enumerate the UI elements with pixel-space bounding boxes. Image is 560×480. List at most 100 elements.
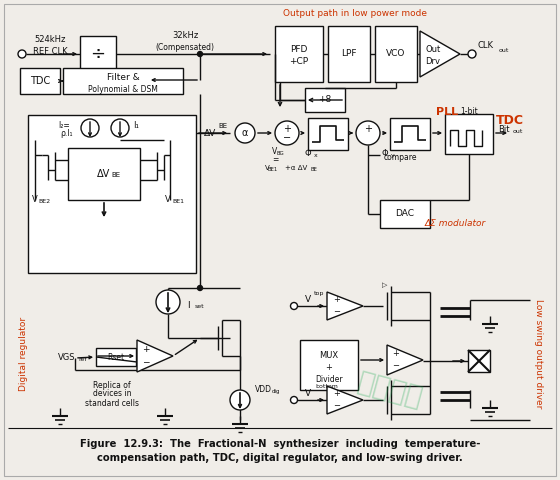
Polygon shape [420, 31, 460, 77]
Circle shape [291, 396, 297, 404]
Text: CLK: CLK [478, 41, 494, 50]
Text: PLL: PLL [436, 107, 458, 117]
Text: V: V [32, 195, 38, 204]
Bar [445, 114, 493, 154]
Text: Replica of: Replica of [93, 381, 131, 389]
Text: ▷: ▷ [382, 282, 388, 288]
Text: LPF: LPF [341, 49, 357, 59]
Text: VGS: VGS [58, 353, 76, 362]
Polygon shape [387, 345, 423, 375]
Text: BE1: BE1 [172, 199, 184, 204]
Text: ref: ref [78, 357, 86, 362]
Text: −: − [334, 401, 340, 410]
Text: compensation path, TDC, digital regulator, and low-swing driver.: compensation path, TDC, digital regulato… [97, 453, 463, 463]
Text: TDC: TDC [30, 76, 50, 86]
Text: +CP: +CP [290, 58, 309, 67]
Text: Figure  12.9.3:  The  Fractional-N  synthesizer  including  temperature-: Figure 12.9.3: The Fractional-N synthesi… [80, 439, 480, 449]
Text: α: α [242, 128, 248, 138]
Text: ΔΣ modulator: ΔΣ modulator [424, 219, 486, 228]
Text: TDC: TDC [496, 113, 524, 127]
Text: set: set [195, 304, 204, 309]
Text: Low swing output driver: Low swing output driver [534, 300, 543, 408]
Text: (Compensated): (Compensated) [156, 44, 214, 52]
Text: Φ: Φ [382, 149, 388, 158]
Bar [20, 68, 60, 94]
Circle shape [291, 302, 297, 310]
Bar [305, 88, 345, 112]
Text: +: + [283, 124, 291, 134]
Text: I₁: I₁ [133, 120, 139, 130]
Text: I: I [187, 300, 190, 310]
Text: devices in: devices in [93, 389, 131, 398]
Text: Digital regulator: Digital regulator [20, 317, 29, 391]
Circle shape [468, 50, 476, 58]
Text: BG: BG [276, 151, 284, 156]
Text: Out: Out [426, 46, 441, 55]
Polygon shape [137, 340, 173, 372]
Bar [68, 148, 140, 200]
Text: +: + [393, 349, 399, 359]
Text: out: out [513, 129, 524, 134]
Circle shape [81, 119, 99, 137]
Text: ΔV: ΔV [97, 169, 111, 179]
Text: +: + [364, 124, 372, 134]
Bar [28, 115, 196, 273]
Text: −: − [393, 361, 399, 371]
Text: 524kHz: 524kHz [34, 36, 66, 45]
Circle shape [275, 121, 299, 145]
Text: +8: +8 [319, 96, 332, 105]
Circle shape [230, 390, 250, 410]
Bar [468, 350, 490, 372]
Text: bottom: bottom [315, 384, 338, 389]
Bar [18, 288, 276, 420]
Bar [300, 340, 358, 390]
Text: +: + [334, 296, 340, 304]
Text: VCO: VCO [386, 49, 405, 59]
Text: =: = [272, 156, 278, 165]
Text: top: top [314, 291, 324, 296]
Text: Polynomial & DSM: Polynomial & DSM [88, 84, 158, 94]
Text: ΔV: ΔV [204, 129, 216, 137]
Text: V: V [272, 147, 277, 156]
Text: 1-bit: 1-bit [460, 108, 478, 117]
Circle shape [156, 290, 180, 314]
Text: REF CLK: REF CLK [32, 48, 67, 57]
Text: +: + [334, 389, 340, 398]
Circle shape [235, 123, 255, 143]
Text: ρ.I₁: ρ.I₁ [60, 129, 73, 137]
Text: compare: compare [383, 154, 417, 163]
Text: −: − [142, 358, 150, 367]
Circle shape [356, 121, 380, 145]
Bar [63, 68, 183, 94]
Text: −: − [334, 308, 340, 316]
Circle shape [198, 51, 203, 57]
Text: standard cells: standard cells [85, 398, 139, 408]
Text: Rset: Rset [108, 352, 124, 361]
Text: BE2: BE2 [38, 199, 50, 204]
Bar [308, 118, 348, 150]
Text: +α ΔV: +α ΔV [285, 165, 307, 171]
Text: 32kHz: 32kHz [172, 32, 198, 40]
Text: BE: BE [218, 123, 227, 129]
Circle shape [198, 286, 203, 290]
Text: V: V [305, 296, 311, 304]
Text: out: out [499, 48, 510, 52]
Text: PFD: PFD [290, 46, 307, 55]
Text: dig: dig [272, 389, 281, 394]
Bar [96, 348, 136, 366]
Text: V: V [305, 388, 311, 397]
Bar [375, 26, 417, 82]
Bar [275, 26, 323, 82]
Circle shape [111, 119, 129, 137]
Text: BE: BE [311, 167, 318, 172]
Text: 青业坐子: 青业坐子 [354, 368, 426, 412]
Text: BE: BE [111, 172, 120, 178]
Bar [380, 200, 430, 228]
Text: DAC: DAC [395, 209, 414, 218]
Text: Bit: Bit [498, 125, 510, 134]
Text: V: V [265, 165, 270, 171]
Bar [286, 288, 542, 420]
Text: MUX: MUX [319, 350, 339, 360]
Bar [270, 20, 500, 120]
Text: +: + [325, 362, 333, 372]
